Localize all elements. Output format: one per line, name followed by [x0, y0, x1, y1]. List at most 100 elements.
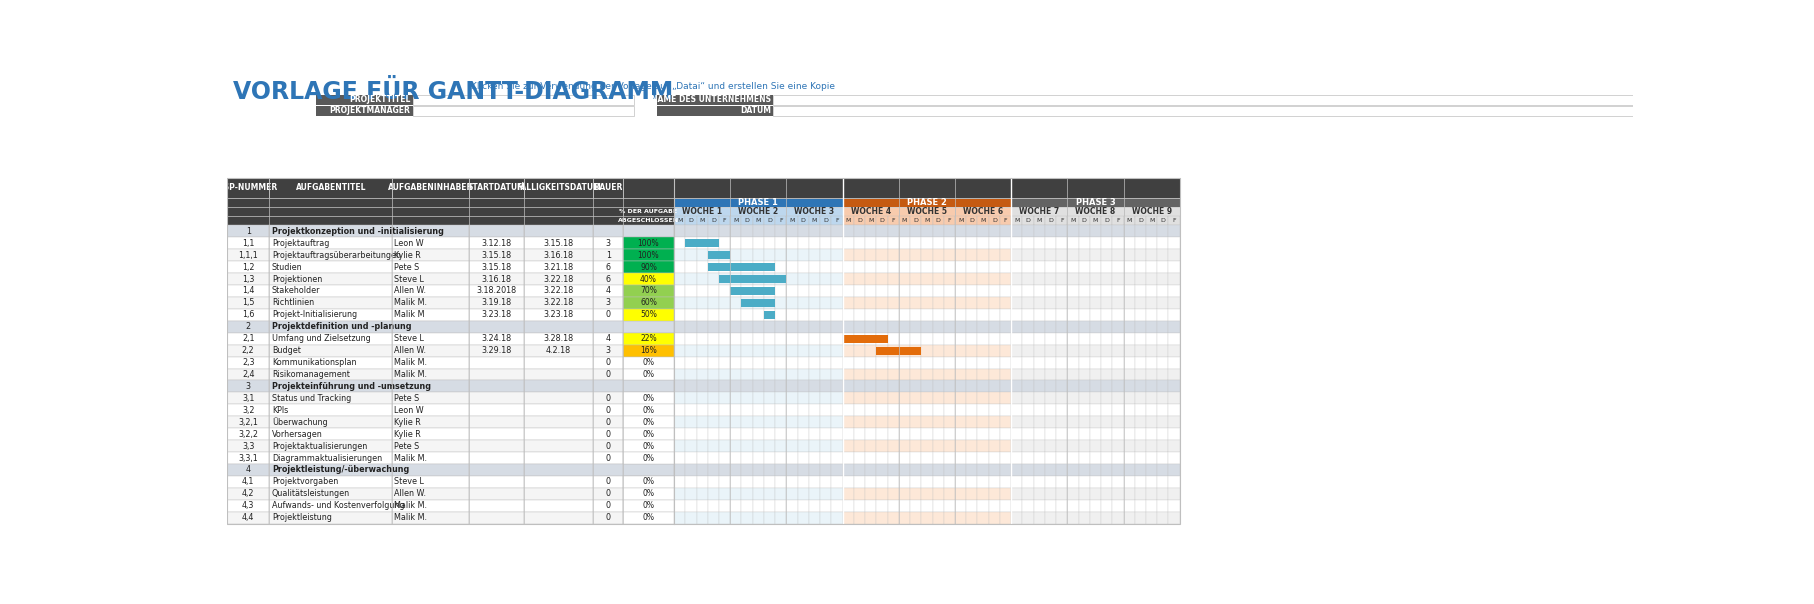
Text: M: M — [1036, 218, 1041, 223]
FancyBboxPatch shape — [470, 345, 524, 356]
FancyBboxPatch shape — [1045, 285, 1056, 297]
FancyBboxPatch shape — [1157, 368, 1168, 381]
FancyBboxPatch shape — [865, 309, 876, 321]
FancyBboxPatch shape — [1134, 404, 1145, 416]
FancyBboxPatch shape — [718, 297, 729, 309]
FancyBboxPatch shape — [796, 297, 809, 309]
FancyBboxPatch shape — [842, 335, 887, 342]
FancyBboxPatch shape — [842, 225, 853, 237]
FancyBboxPatch shape — [1078, 404, 1088, 416]
FancyBboxPatch shape — [1010, 512, 1021, 524]
FancyBboxPatch shape — [965, 273, 978, 285]
Text: ABGESCHLOSSEN: ABGESCHLOSSEN — [617, 218, 678, 223]
FancyBboxPatch shape — [809, 500, 820, 512]
Text: D: D — [688, 218, 693, 223]
FancyBboxPatch shape — [989, 476, 1000, 488]
FancyBboxPatch shape — [268, 273, 392, 285]
FancyBboxPatch shape — [965, 381, 978, 393]
FancyBboxPatch shape — [1034, 225, 1045, 237]
Text: 4: 4 — [606, 334, 610, 343]
FancyBboxPatch shape — [965, 368, 978, 381]
FancyBboxPatch shape — [1088, 249, 1101, 261]
FancyBboxPatch shape — [742, 345, 753, 356]
FancyBboxPatch shape — [1112, 500, 1123, 512]
FancyBboxPatch shape — [622, 309, 673, 321]
FancyBboxPatch shape — [853, 404, 865, 416]
Text: 0%: 0% — [642, 489, 655, 498]
FancyBboxPatch shape — [1067, 440, 1078, 452]
FancyBboxPatch shape — [978, 321, 989, 333]
FancyBboxPatch shape — [796, 368, 809, 381]
FancyBboxPatch shape — [1123, 273, 1134, 285]
FancyBboxPatch shape — [622, 381, 673, 393]
FancyBboxPatch shape — [1056, 440, 1067, 452]
FancyBboxPatch shape — [989, 261, 1000, 273]
FancyBboxPatch shape — [1088, 381, 1101, 393]
FancyBboxPatch shape — [853, 237, 865, 249]
FancyBboxPatch shape — [1101, 297, 1112, 309]
Text: Stakeholder: Stakeholder — [272, 286, 319, 295]
FancyBboxPatch shape — [809, 356, 820, 368]
FancyBboxPatch shape — [593, 393, 622, 404]
FancyBboxPatch shape — [954, 428, 965, 440]
FancyBboxPatch shape — [718, 404, 729, 416]
FancyBboxPatch shape — [686, 237, 697, 249]
Text: WOCHE 3: WOCHE 3 — [795, 207, 834, 216]
FancyBboxPatch shape — [1157, 237, 1168, 249]
FancyBboxPatch shape — [865, 404, 876, 416]
Text: PHASE 3: PHASE 3 — [1076, 198, 1116, 207]
FancyBboxPatch shape — [909, 356, 922, 368]
FancyBboxPatch shape — [1168, 297, 1179, 309]
FancyBboxPatch shape — [954, 321, 965, 333]
FancyBboxPatch shape — [1078, 309, 1088, 321]
FancyBboxPatch shape — [718, 285, 729, 297]
FancyBboxPatch shape — [1045, 381, 1056, 393]
FancyBboxPatch shape — [909, 476, 922, 488]
FancyBboxPatch shape — [1045, 368, 1056, 381]
FancyBboxPatch shape — [753, 381, 764, 393]
FancyBboxPatch shape — [1101, 321, 1112, 333]
FancyBboxPatch shape — [227, 356, 268, 368]
FancyBboxPatch shape — [742, 452, 753, 464]
FancyBboxPatch shape — [1088, 404, 1101, 416]
FancyBboxPatch shape — [742, 416, 753, 428]
FancyBboxPatch shape — [865, 416, 876, 428]
FancyBboxPatch shape — [227, 237, 268, 249]
FancyBboxPatch shape — [820, 237, 831, 249]
FancyBboxPatch shape — [729, 285, 742, 297]
FancyBboxPatch shape — [622, 333, 673, 345]
FancyBboxPatch shape — [593, 321, 622, 333]
FancyBboxPatch shape — [707, 404, 718, 416]
FancyBboxPatch shape — [922, 261, 932, 273]
FancyBboxPatch shape — [876, 416, 887, 428]
FancyBboxPatch shape — [943, 225, 954, 237]
FancyBboxPatch shape — [831, 476, 842, 488]
FancyBboxPatch shape — [775, 261, 785, 273]
FancyBboxPatch shape — [1112, 452, 1123, 464]
FancyBboxPatch shape — [775, 273, 785, 285]
FancyBboxPatch shape — [524, 297, 593, 309]
FancyBboxPatch shape — [943, 249, 954, 261]
FancyBboxPatch shape — [831, 404, 842, 416]
Text: 1,2: 1,2 — [241, 263, 254, 272]
FancyBboxPatch shape — [268, 464, 392, 476]
FancyBboxPatch shape — [524, 237, 593, 249]
FancyBboxPatch shape — [989, 285, 1000, 297]
FancyBboxPatch shape — [853, 416, 865, 428]
FancyBboxPatch shape — [1021, 440, 1034, 452]
FancyBboxPatch shape — [785, 225, 796, 237]
FancyBboxPatch shape — [853, 500, 865, 512]
FancyBboxPatch shape — [524, 393, 593, 404]
FancyBboxPatch shape — [697, 261, 707, 273]
FancyBboxPatch shape — [1088, 321, 1101, 333]
FancyBboxPatch shape — [1112, 333, 1123, 345]
FancyBboxPatch shape — [1168, 428, 1179, 440]
FancyBboxPatch shape — [1168, 368, 1179, 381]
FancyBboxPatch shape — [820, 368, 831, 381]
FancyBboxPatch shape — [1067, 512, 1078, 524]
FancyBboxPatch shape — [898, 416, 909, 428]
FancyBboxPatch shape — [1123, 416, 1134, 428]
Text: D: D — [1047, 218, 1052, 223]
FancyBboxPatch shape — [1145, 261, 1157, 273]
Text: Allen W.: Allen W. — [394, 286, 426, 295]
